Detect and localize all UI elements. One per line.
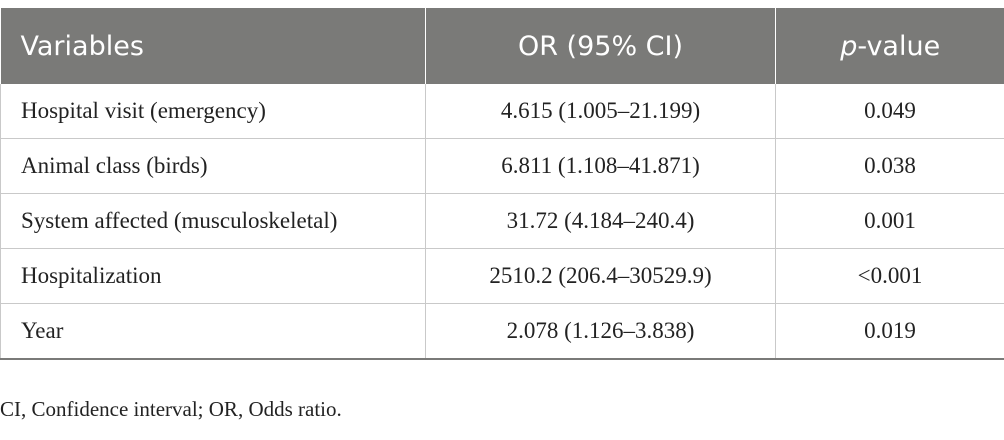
header-row: Variables OR (95% CI) p-value — [0, 8, 1004, 84]
header-p-italic: p — [840, 30, 858, 62]
cell-or: 2.078 (1.126–3.838) — [425, 303, 776, 360]
table-row: Year 2.078 (1.126–3.838) 0.019 — [0, 303, 1004, 360]
cell-p: 0.019 — [775, 303, 1004, 360]
table-row: Hospital visit (emergency) 4.615 (1.005–… — [0, 84, 1004, 139]
table-body: Hospital visit (emergency) 4.615 (1.005–… — [0, 84, 1004, 360]
header-p-rest: -value — [857, 30, 941, 62]
cell-p: <0.001 — [775, 248, 1004, 304]
table-row: Hospitalization 2510.2 (206.4–30529.9) <… — [0, 248, 1004, 304]
cell-variable: Animal class (birds) — [0, 138, 426, 194]
cell-variable: Year — [0, 303, 426, 360]
cell-or: 31.72 (4.184–240.4) — [425, 193, 776, 249]
table-row: Animal class (birds) 6.811 (1.108–41.871… — [0, 138, 1004, 194]
header-variables: Variables — [0, 8, 426, 84]
cell-variable: System affected (musculoskeletal) — [0, 193, 426, 249]
cell-variable: Hospital visit (emergency) — [0, 84, 426, 139]
cell-or: 4.615 (1.005–21.199) — [425, 84, 776, 139]
cell-or: 6.811 (1.108–41.871) — [425, 138, 776, 194]
cell-p: 0.049 — [775, 84, 1004, 139]
header-p-value: p-value — [775, 8, 1004, 84]
table-footnote: CI, Confidence interval; OR, Odds ratio. — [0, 397, 342, 421]
cell-p: 0.038 — [775, 138, 1004, 194]
cell-or: 2510.2 (206.4–30529.9) — [425, 248, 776, 304]
results-table: Variables OR (95% CI) p-value Hospital v… — [0, 8, 1004, 360]
table-header: Variables OR (95% CI) p-value — [0, 8, 1004, 84]
header-or-ci: OR (95% CI) — [425, 8, 776, 84]
table-row: System affected (musculoskeletal) 31.72 … — [0, 193, 1004, 249]
cell-p: 0.001 — [775, 193, 1004, 249]
cell-variable: Hospitalization — [0, 248, 426, 304]
